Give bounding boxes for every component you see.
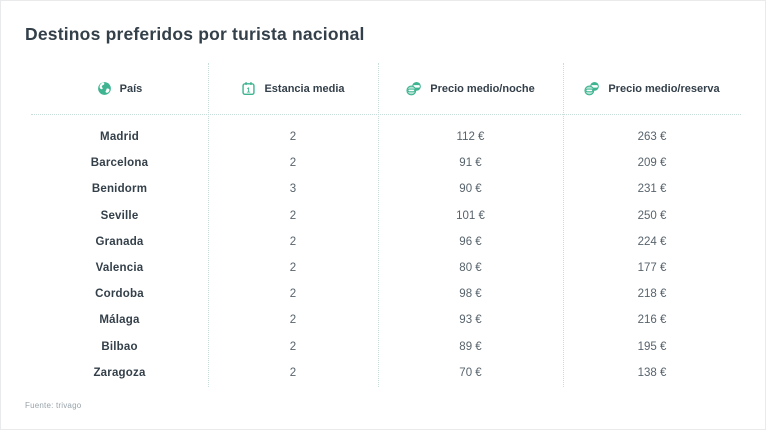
stay-cell: 2	[289, 131, 297, 144]
column-divider	[563, 63, 564, 387]
destination-cell: Granada	[95, 235, 144, 248]
destination-cell: Zaragoza	[93, 366, 146, 379]
stay-cell: 2	[289, 157, 297, 170]
destination-cell: Cordoba	[95, 288, 144, 301]
table-row: Granada 2 96 € 224 €	[31, 229, 741, 255]
coins-icon	[584, 81, 600, 96]
column-header-label: Precio medio/noche	[430, 82, 535, 95]
table-body: Madrid 2 112 € 263 € Barcelona 2 91 € 20…	[31, 115, 741, 386]
table-row: Seville 2 101 € 250 €	[31, 203, 741, 229]
stay-cell: 2	[289, 340, 297, 353]
table-row: Zaragoza 2 70 € 138 €	[31, 360, 741, 386]
calendar-icon: 1	[241, 81, 256, 96]
price-night-cell: 80 €	[459, 262, 482, 275]
price-booking-cell: 195 €	[637, 340, 667, 353]
price-booking-cell: 224 €	[637, 235, 667, 248]
price-booking-cell: 263 €	[637, 131, 667, 144]
price-night-cell: 91 €	[459, 157, 482, 170]
column-header-label: País	[119, 82, 143, 95]
destinations-table: País 1 Estancia media	[31, 63, 741, 389]
page-title: Destinos preferidos por turista nacional	[25, 24, 365, 44]
destination-cell: Benidorm	[91, 183, 148, 196]
table-row: Bilbao 2 89 € 195 €	[31, 334, 741, 360]
price-night-cell: 89 €	[459, 340, 482, 353]
destination-cell: Seville	[100, 209, 139, 222]
source-credit: Fuente: trivago	[25, 401, 82, 410]
destination-cell: Madrid	[100, 131, 139, 144]
column-divider	[378, 63, 379, 387]
destination-cell: Málaga	[99, 314, 140, 327]
stay-cell: 2	[289, 262, 297, 275]
column-header-label: Estancia media	[264, 82, 345, 95]
price-booking-cell: 218 €	[637, 288, 667, 301]
price-night-cell: 101 €	[456, 209, 485, 222]
stay-cell: 2	[289, 314, 297, 327]
table-row: Barcelona 2 91 € 209 €	[31, 150, 741, 176]
price-booking-cell: 216 €	[637, 314, 667, 327]
globe-icon	[97, 81, 112, 96]
stay-cell: 2	[289, 366, 297, 379]
table-row: Málaga 2 93 € 216 €	[31, 307, 741, 333]
price-booking-cell: 209 €	[637, 157, 667, 170]
column-header-estancia: 1 Estancia media	[208, 63, 378, 114]
table-row: Cordoba 2 98 € 218 €	[31, 281, 741, 307]
column-header-label: Precio medio/reserva	[608, 82, 720, 95]
stay-cell: 2	[289, 235, 297, 248]
price-booking-cell: 177 €	[637, 262, 667, 275]
column-divider	[208, 63, 209, 387]
stay-cell: 2	[289, 288, 297, 301]
svg-text:1: 1	[247, 87, 251, 94]
column-header-precio-reserva: Precio medio/reserva	[563, 63, 741, 114]
destination-cell: Valencia	[95, 262, 144, 275]
price-booking-cell: 231 €	[637, 183, 667, 196]
destination-cell: Barcelona	[90, 157, 149, 170]
price-night-cell: 93 €	[459, 314, 482, 327]
price-booking-cell: 138 €	[637, 366, 667, 379]
column-header-precio-noche: Precio medio/noche	[378, 63, 563, 114]
price-night-cell: 70 €	[459, 366, 482, 379]
table-row: Valencia 2 80 € 177 €	[31, 255, 741, 281]
price-night-cell: 96 €	[459, 235, 482, 248]
price-night-cell: 90 €	[459, 183, 482, 196]
price-booking-cell: 250 €	[637, 209, 667, 222]
price-night-cell: 98 €	[459, 288, 482, 301]
table-row: Benidorm 3 90 € 231 €	[31, 176, 741, 202]
price-night-cell: 112 €	[456, 131, 485, 144]
table-row: Madrid 2 112 € 263 €	[31, 124, 741, 150]
destination-cell: Bilbao	[101, 340, 138, 353]
stay-cell: 2	[289, 209, 297, 222]
table-header-row: País 1 Estancia media	[31, 63, 741, 115]
stay-cell: 3	[289, 183, 297, 196]
coins-icon	[406, 81, 422, 96]
column-header-pais: País	[31, 63, 208, 114]
